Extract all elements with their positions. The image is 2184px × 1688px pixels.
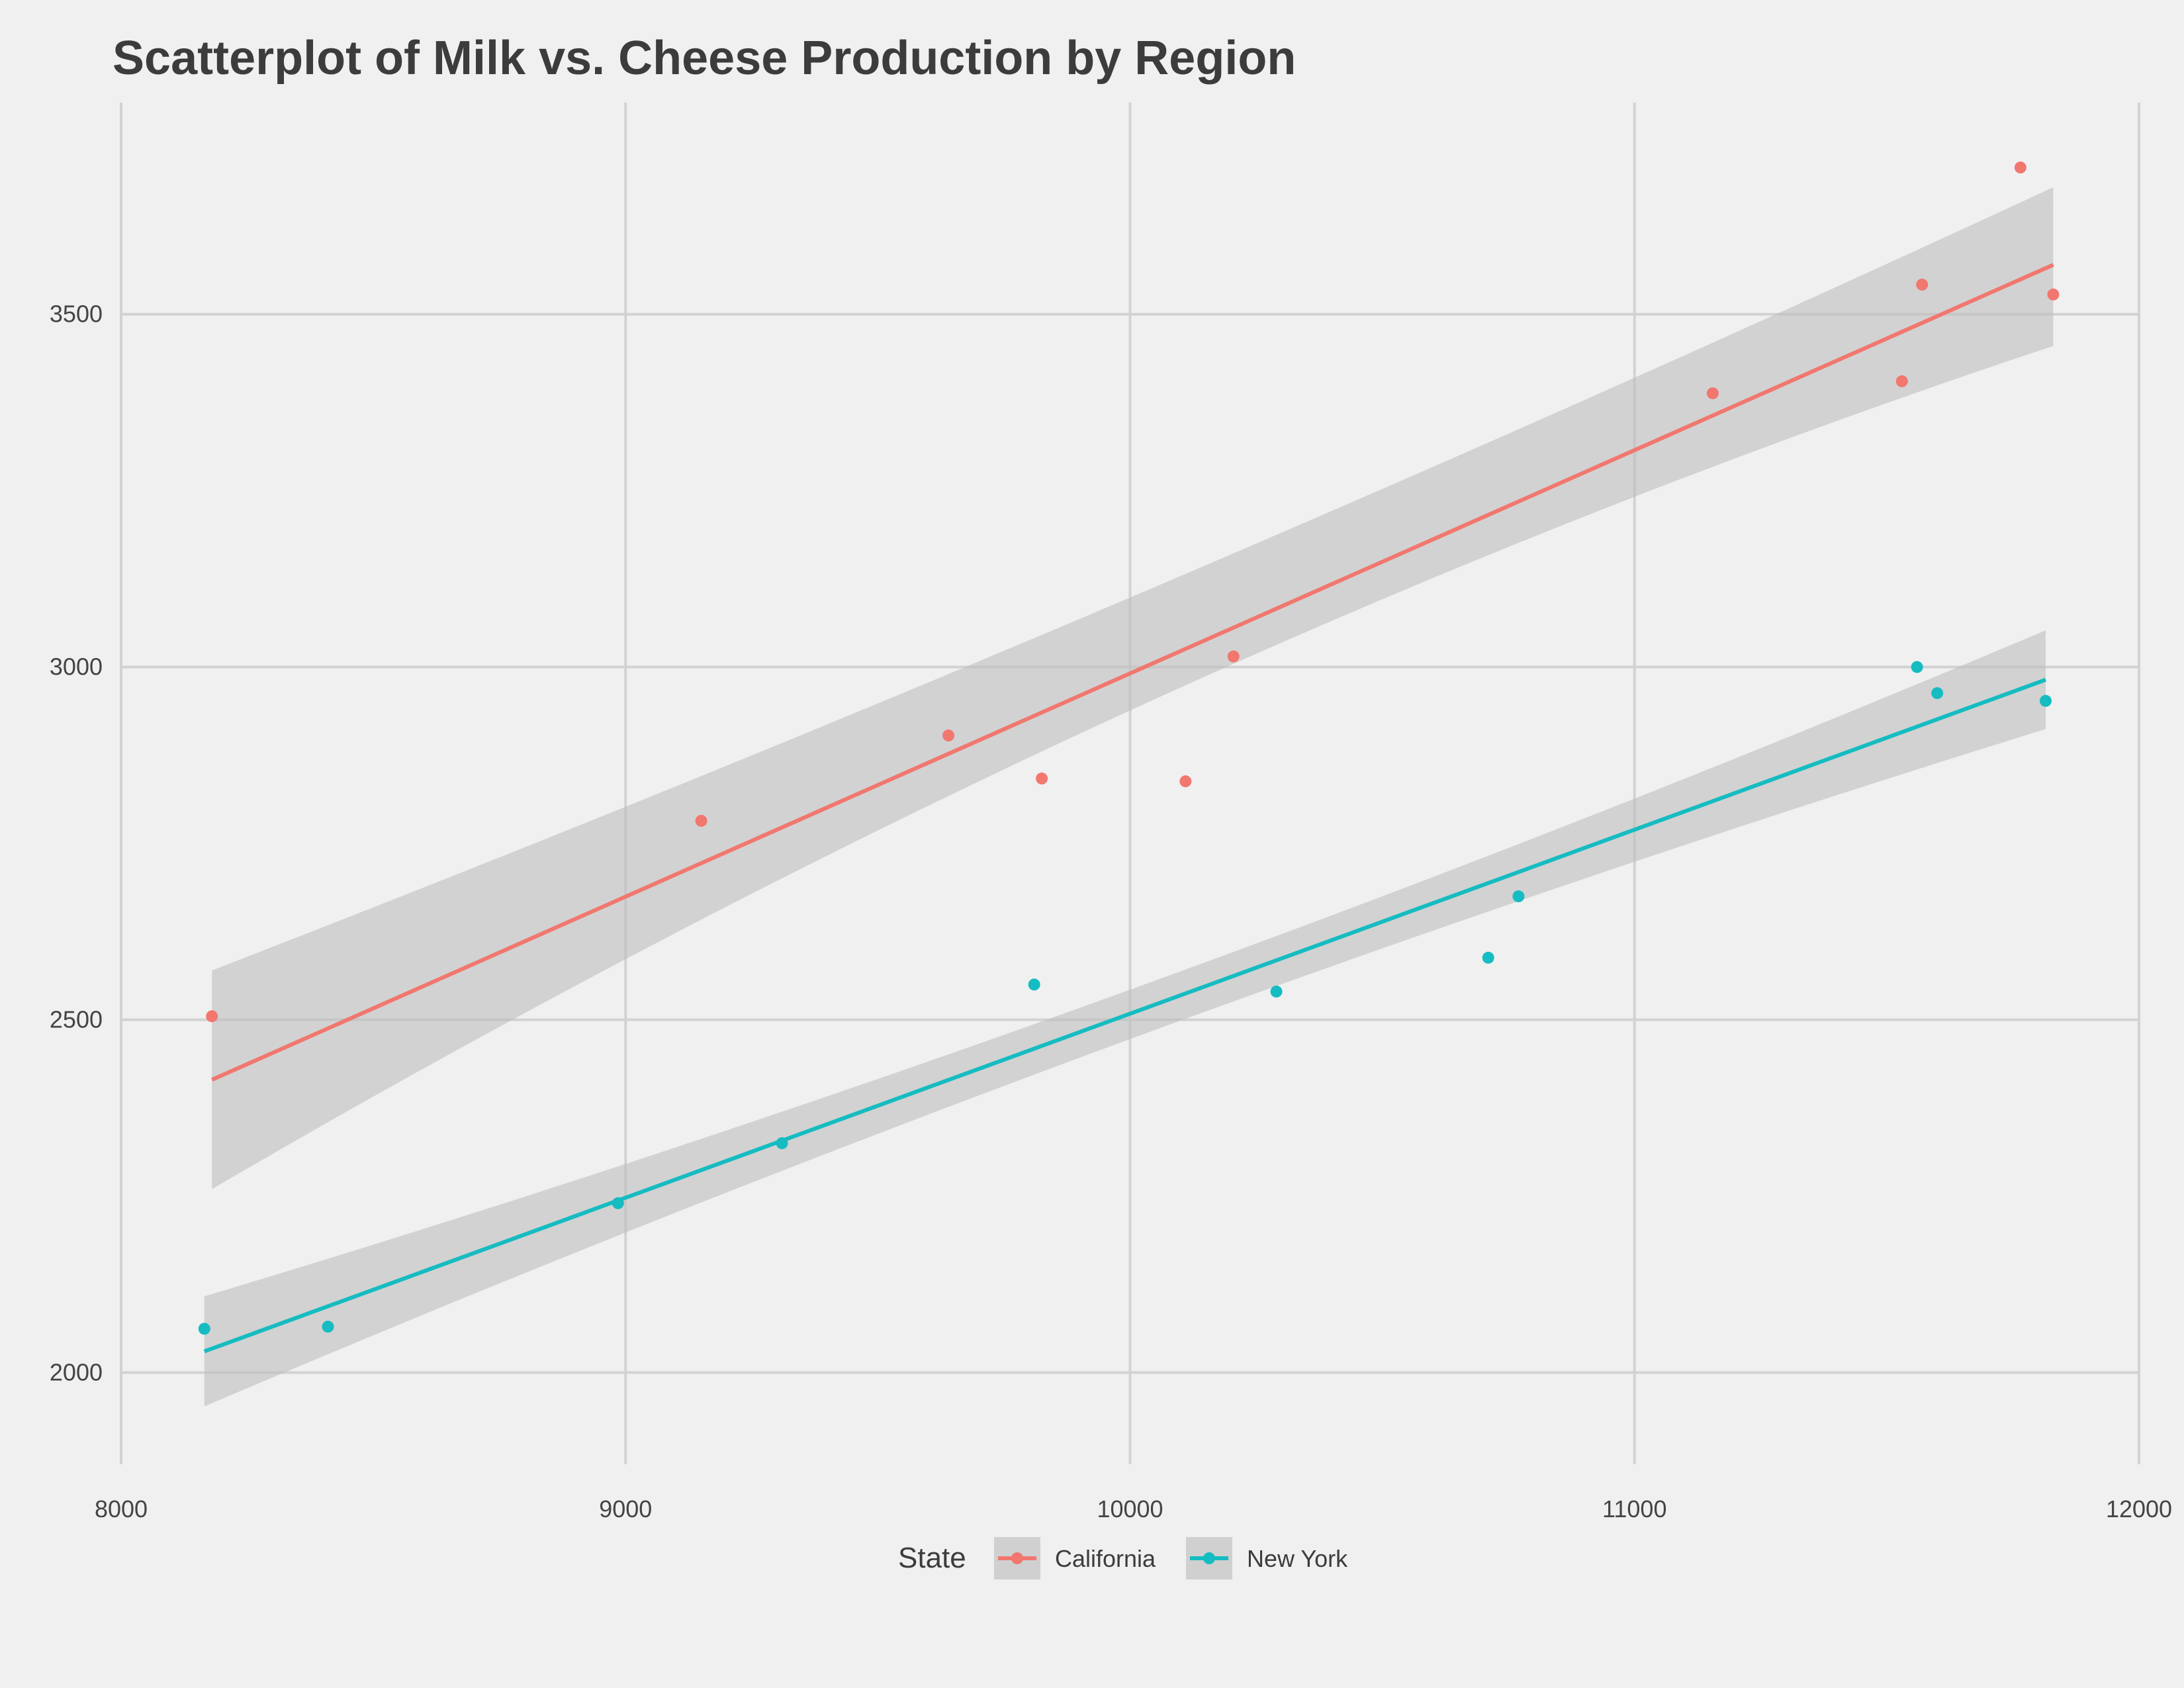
data-point: [1706, 387, 1719, 400]
fit-line-california: [210, 263, 2054, 1082]
data-point: [942, 729, 955, 742]
legend-label-new-york: New York: [1247, 1545, 1348, 1572]
x-tick-labels: 8000 9000 10000 11000 12000: [95, 1495, 2172, 1523]
x-tick-label: 10000: [1097, 1495, 1163, 1523]
fit-line-new-york: [203, 678, 2047, 1354]
confidence-band-new-york: [204, 630, 2046, 1407]
confidence-bands: [204, 187, 2054, 1407]
data-points: [198, 162, 2060, 1335]
data-point: [1036, 773, 1048, 785]
data-point: [206, 1010, 218, 1023]
data-point: [322, 1321, 334, 1333]
data-point: [198, 1323, 210, 1335]
data-point: [2047, 288, 2060, 301]
legend-marker-california: [1011, 1552, 1023, 1564]
data-point: [612, 1197, 624, 1209]
y-tick-label: 2500: [50, 1006, 103, 1033]
data-point: [1179, 775, 1192, 788]
data-point: [1227, 650, 1240, 663]
data-point: [1512, 890, 1525, 903]
data-point: [1916, 278, 1929, 291]
data-point: [1482, 951, 1494, 964]
x-tick-label: 12000: [2106, 1495, 2172, 1523]
fit-lines: [203, 263, 2054, 1354]
confidence-band-california: [212, 187, 2054, 1190]
x-tick-label: 9000: [599, 1495, 652, 1523]
data-point: [1028, 978, 1040, 991]
data-point: [2014, 162, 2026, 174]
chart-title: Scatterplot of Milk vs. Cheese Productio…: [113, 32, 1296, 85]
x-tick-label: 11000: [1602, 1495, 1666, 1523]
data-point: [2039, 694, 2052, 707]
y-tick-label: 3000: [50, 653, 103, 680]
data-point: [1911, 661, 1923, 673]
data-point: [1931, 687, 1944, 700]
data-point: [776, 1137, 788, 1150]
y-tick-label: 2000: [50, 1358, 103, 1385]
legend-title: State: [898, 1542, 966, 1574]
x-tick-label: 8000: [95, 1495, 148, 1523]
data-point: [1270, 985, 1283, 998]
y-tick-labels: 2000 2500 3000 3500: [50, 301, 103, 1386]
data-point: [1895, 375, 1908, 387]
legend-label-california: California: [1055, 1545, 1156, 1572]
legend: State California New York: [898, 1537, 1348, 1579]
data-point: [695, 814, 707, 827]
x-gridlines: [120, 103, 2140, 1464]
y-tick-label: 3500: [50, 301, 103, 328]
legend-marker-new-york: [1203, 1552, 1215, 1564]
